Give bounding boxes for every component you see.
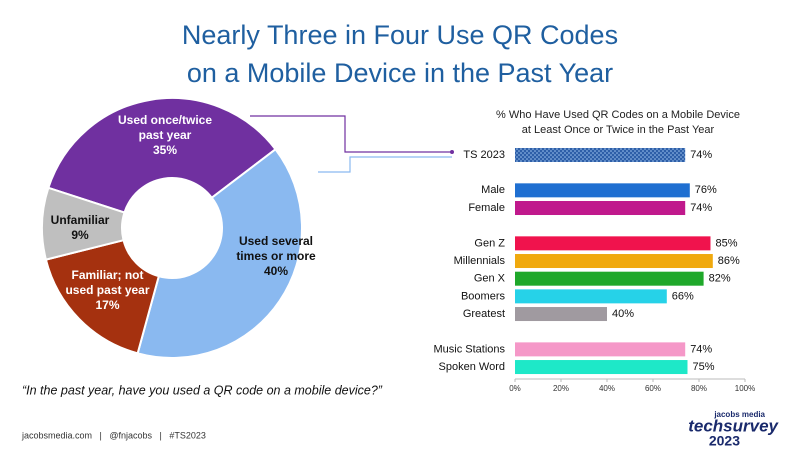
title-line: on a Mobile Device in the Past Year: [187, 58, 613, 88]
bar: [515, 236, 711, 251]
callout: [318, 156, 452, 173]
x-tick-label: 0%: [509, 384, 521, 393]
title-line: Nearly Three in Four Use QR Codes: [182, 20, 618, 50]
value-label: 74%: [690, 202, 712, 214]
x-tick-label: 20%: [553, 384, 569, 393]
bar: [515, 289, 667, 304]
logo-main: techsurvey: [688, 416, 779, 435]
bar: [515, 148, 686, 162]
bar: [515, 342, 686, 357]
logo-year: 2023: [709, 433, 740, 449]
bar: [515, 254, 713, 269]
value-label: 76%: [695, 184, 717, 196]
donut-slice: [136, 147, 303, 359]
callout-dot: [450, 150, 454, 154]
y-tick-label: Gen X: [474, 273, 506, 285]
y-tick-label: Gen Z: [474, 237, 505, 249]
y-tick-label: Spoken Word: [439, 361, 505, 373]
y-tick-label: Music Stations: [433, 343, 505, 355]
bar: [515, 307, 607, 322]
slice-value: 17%: [95, 298, 120, 312]
value-label: 75%: [693, 361, 715, 373]
slice-label: Used once/twice past year 35%: [110, 113, 220, 158]
value-label: 85%: [716, 237, 738, 249]
donut-slice: [47, 97, 277, 214]
donut-slice: [44, 238, 161, 355]
logo-top: jacobs media: [713, 410, 765, 419]
value-label: 74%: [690, 343, 712, 355]
bar-title-line: at Least Once or Twice in the Past Year: [522, 124, 715, 136]
y-tick-label: Female: [468, 202, 505, 214]
donut-slice: [41, 186, 126, 261]
value-label: 82%: [709, 273, 731, 285]
y-tick-label: Greatest: [463, 308, 505, 320]
question: “In the past year, have you used a QR co…: [22, 383, 383, 397]
credits: jacobsmedia.com | @fnjacobs | #TS2023: [21, 430, 206, 440]
slice-label: Familiar; not used past year 17%: [60, 268, 155, 313]
x-tick-label: 40%: [599, 384, 615, 393]
slice-value: 9%: [71, 228, 89, 242]
slice-value: 35%: [152, 143, 178, 157]
value-label: 86%: [718, 255, 740, 267]
y-tick-label: Male: [481, 184, 505, 196]
value-label: 66%: [672, 290, 694, 302]
bar: [515, 271, 704, 286]
bar: [515, 183, 690, 198]
x-tick-label: 100%: [735, 384, 755, 393]
slice-label: Used several times or more 40%: [232, 234, 320, 279]
x-tick-label: 60%: [645, 384, 661, 393]
bar: [515, 360, 688, 375]
bar: [515, 201, 686, 216]
y-tick-label: Millennials: [454, 255, 506, 267]
slice-label: Unfamiliar 9%: [44, 213, 116, 243]
y-tick-label: Boomers: [461, 290, 506, 302]
slice-value: 40%: [263, 264, 289, 278]
slice-category: Used once/twice past year: [117, 113, 213, 142]
callout: [250, 115, 452, 153]
value-label: 74%: [690, 149, 712, 161]
x-tick-label: 80%: [691, 384, 707, 393]
y-tick-label: TS 2023: [463, 149, 505, 161]
slice-category: Used several times or more: [236, 234, 316, 263]
slice-category: Unfamiliar: [50, 213, 110, 227]
value-label: 40%: [612, 308, 634, 320]
bar-title-line: % Who Have Used QR Codes on a Mobile Dev…: [496, 109, 740, 121]
slice-category: Familiar; not used past year: [65, 268, 150, 297]
